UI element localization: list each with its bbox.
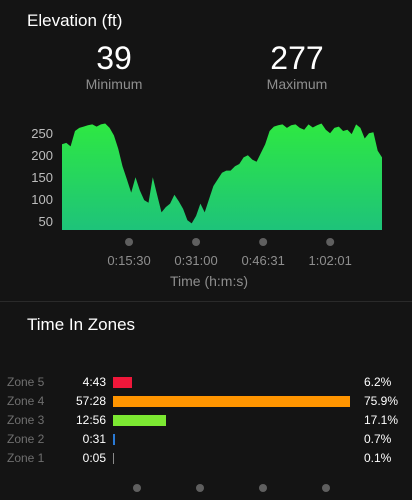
zone-percentage: 17.1% [364,413,399,427]
zone-percentage: 0.1% [364,451,392,465]
zones-title: Time In Zones [27,315,136,334]
elevation-area [62,123,382,230]
y-tick-label: 150 [31,170,53,185]
page-dot[interactable] [196,484,204,492]
zone-bar [113,434,116,445]
zone-name: Zone 2 [7,432,45,446]
zone-row: Zone 1 0:05 0.1% [0,451,412,467]
x-tick-label: 0:31:00 [174,253,217,268]
y-tick-label: 50 [39,214,53,229]
zone-name: Zone 5 [7,375,45,389]
minimum-value: 39 [96,40,132,76]
elevation-title: Elevation (ft) [27,11,123,30]
x-axis-label: Time (h:m:s) [169,273,249,289]
page-dot[interactable] [259,484,267,492]
zone-row: Zone 4 57:28 75.9% [0,394,412,410]
zone-row: Zone 2 0:31 0.7% [0,432,412,448]
zone-percentage: 0.7% [364,432,392,446]
zone-time: 4:43 [82,375,106,389]
zone-bar [113,415,167,426]
zone-time: 0:05 [82,451,106,465]
elevation-chart: 250 200 150 100 50 0:15:30 0:31:00 0:46:31 1:02… [31,123,382,268]
x-tick-label: 0:15:30 [107,253,150,268]
y-tick-label: 200 [31,148,53,163]
zone-percentage: 6.2% [364,375,392,389]
zone-name: Zone 3 [7,413,45,427]
x-tick-dot [259,238,268,246]
zone-time: 0:31 [82,432,106,446]
maximum-value: 277 [270,40,324,76]
page-dot[interactable] [133,484,141,492]
zone-row: Zone 5 4:43 6.2% [0,375,412,391]
x-tick-dot [326,238,335,246]
zone-bar [113,377,133,388]
minimum-label: Minimum [85,76,143,92]
x-tick-label: 0:46:31 [241,253,284,268]
section-divider [0,301,412,302]
x-tick-dot [192,238,201,246]
zone-percentage: 75.9% [364,394,399,408]
zone-time: 12:56 [75,413,106,427]
x-tick-label: 1:02:01 [308,253,351,268]
zone-row: Zone 3 12:56 17.1% [0,413,412,429]
page-dot[interactable] [322,484,330,492]
zone-bar [113,453,114,464]
zone-bar [113,396,350,407]
zone-time: 57:28 [75,394,106,408]
zone-name: Zone 1 [7,451,45,465]
x-tick-dot [125,238,134,246]
maximum-label: Maximum [266,76,328,92]
zone-name: Zone 4 [7,394,45,408]
y-tick-label: 250 [31,126,53,141]
y-tick-label: 100 [31,192,53,207]
